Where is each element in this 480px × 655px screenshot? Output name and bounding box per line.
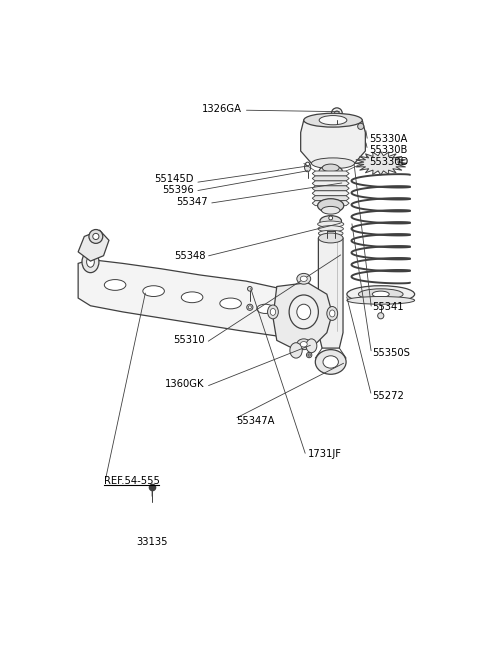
Text: 55330D: 55330D <box>369 157 408 167</box>
Polygon shape <box>312 191 349 196</box>
Ellipse shape <box>318 198 344 213</box>
Text: 1360GK: 1360GK <box>165 379 204 389</box>
Ellipse shape <box>320 215 341 227</box>
Text: 55348: 55348 <box>174 252 205 261</box>
Ellipse shape <box>375 160 386 166</box>
Ellipse shape <box>86 257 94 267</box>
Ellipse shape <box>297 339 311 350</box>
Text: 55272: 55272 <box>372 391 404 401</box>
Ellipse shape <box>318 221 344 227</box>
Ellipse shape <box>318 233 343 243</box>
Text: 55341: 55341 <box>372 303 404 312</box>
Ellipse shape <box>319 235 343 241</box>
Ellipse shape <box>330 310 335 317</box>
Ellipse shape <box>297 304 311 320</box>
Ellipse shape <box>89 229 103 244</box>
Ellipse shape <box>306 339 317 353</box>
Ellipse shape <box>378 312 384 319</box>
Ellipse shape <box>247 304 253 310</box>
Ellipse shape <box>270 309 276 315</box>
Text: 55330B: 55330B <box>369 145 408 155</box>
Text: 55347: 55347 <box>176 196 207 207</box>
Ellipse shape <box>248 286 252 291</box>
Text: 1326GA: 1326GA <box>202 103 241 113</box>
Ellipse shape <box>312 158 355 169</box>
Ellipse shape <box>181 292 203 303</box>
Ellipse shape <box>82 251 99 272</box>
Ellipse shape <box>306 352 312 358</box>
Ellipse shape <box>297 273 311 284</box>
Text: 55347A: 55347A <box>236 416 275 426</box>
Ellipse shape <box>300 276 307 282</box>
Ellipse shape <box>220 298 241 309</box>
Ellipse shape <box>322 206 340 214</box>
Ellipse shape <box>347 297 415 304</box>
Ellipse shape <box>372 291 389 297</box>
Ellipse shape <box>248 306 252 309</box>
Polygon shape <box>78 259 300 337</box>
Ellipse shape <box>323 356 338 368</box>
Polygon shape <box>312 181 349 186</box>
Ellipse shape <box>315 350 346 374</box>
Ellipse shape <box>300 341 307 347</box>
Ellipse shape <box>304 113 362 127</box>
Ellipse shape <box>257 304 274 314</box>
Ellipse shape <box>318 226 343 232</box>
Ellipse shape <box>305 341 313 348</box>
Ellipse shape <box>331 117 343 122</box>
Ellipse shape <box>335 111 339 115</box>
Polygon shape <box>312 200 349 206</box>
Ellipse shape <box>359 289 403 299</box>
Ellipse shape <box>364 156 398 171</box>
Polygon shape <box>312 196 349 200</box>
Text: 55396: 55396 <box>162 185 193 195</box>
Polygon shape <box>355 151 407 175</box>
Ellipse shape <box>93 233 99 240</box>
Ellipse shape <box>329 216 333 220</box>
Ellipse shape <box>319 115 347 125</box>
Polygon shape <box>78 231 109 261</box>
Polygon shape <box>300 120 365 163</box>
Ellipse shape <box>322 164 339 172</box>
Text: 55350S: 55350S <box>372 348 410 358</box>
Text: 55310: 55310 <box>173 335 204 345</box>
Ellipse shape <box>308 354 310 356</box>
Text: 55145D: 55145D <box>154 174 193 183</box>
Ellipse shape <box>304 162 311 172</box>
Ellipse shape <box>289 295 318 329</box>
Text: 55330A: 55330A <box>369 134 408 143</box>
Polygon shape <box>312 176 349 181</box>
Ellipse shape <box>306 162 310 166</box>
Polygon shape <box>318 238 343 348</box>
Ellipse shape <box>104 280 126 290</box>
Ellipse shape <box>358 123 364 130</box>
Ellipse shape <box>307 343 311 346</box>
Ellipse shape <box>347 286 415 303</box>
Ellipse shape <box>267 305 278 319</box>
Polygon shape <box>273 283 332 348</box>
Ellipse shape <box>290 343 302 358</box>
Ellipse shape <box>327 307 337 320</box>
Text: 1731JF: 1731JF <box>308 449 342 459</box>
Ellipse shape <box>319 166 342 176</box>
Polygon shape <box>312 171 349 176</box>
Text: 33135: 33135 <box>136 537 168 547</box>
Ellipse shape <box>143 286 164 297</box>
Ellipse shape <box>318 231 343 236</box>
Text: REF.54-555: REF.54-555 <box>104 476 159 486</box>
Polygon shape <box>312 186 349 191</box>
Ellipse shape <box>332 108 342 119</box>
